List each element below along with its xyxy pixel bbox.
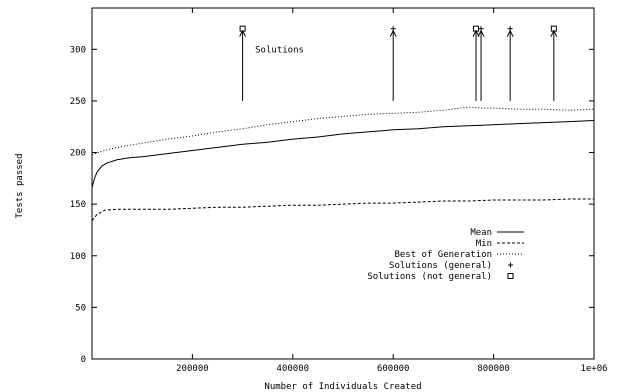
y-tick-label: 150 — [70, 200, 86, 210]
y-tick-label: 50 — [75, 303, 86, 313]
x-tick-label: 600000 — [377, 364, 410, 374]
legend-symbol-plus — [508, 262, 513, 268]
legend-label: Best of Generation — [394, 250, 492, 260]
legend-symbol-square — [507, 273, 514, 279]
y-tick-label: 100 — [70, 252, 86, 262]
arrows — [239, 29, 558, 101]
x-axis: 200000 400000 600000 800000 1e+06 — [176, 8, 608, 374]
solutions-annotation: Solutions — [255, 45, 304, 55]
x-tick-label: 400000 — [277, 364, 310, 374]
x-tick-label: 800000 — [477, 364, 510, 374]
y-tick-label: 200 — [70, 149, 86, 159]
solution-arrow — [389, 29, 397, 101]
series-line-mean — [91, 120, 595, 188]
solution-general-marker — [390, 26, 396, 32]
solution-general-marker — [507, 26, 513, 32]
legend-label: Solutions (not general) — [367, 272, 492, 282]
y-axis-label: Tests passed — [15, 153, 25, 218]
legend-label: Mean — [470, 228, 492, 238]
y-tick-label: 300 — [70, 45, 86, 55]
x-axis-label: Number of Individuals Created — [264, 382, 421, 392]
solution-not-general-marker — [473, 25, 480, 32]
series-layer — [91, 106, 595, 222]
solution-not-general-marker — [550, 25, 557, 32]
legend-label: Solutions (general) — [389, 261, 492, 271]
y-tick-label: 0 — [81, 355, 86, 365]
legend-label: Min — [476, 239, 492, 249]
solution-arrow — [550, 29, 558, 101]
y-axis: 0 50 100 150 200 250 300 — [70, 45, 594, 365]
solution-not-general-marker — [239, 25, 246, 32]
plot-frame — [91, 7, 595, 360]
solution-arrow — [477, 29, 485, 101]
solution-arrow — [239, 29, 247, 101]
y-tick-label: 250 — [70, 97, 86, 107]
solution-arrow — [472, 29, 480, 101]
x-tick-label: 200000 — [176, 364, 209, 374]
solution-arrow — [506, 29, 514, 101]
series-line-best-of-generation — [91, 106, 595, 156]
solution-general-marker — [478, 26, 484, 32]
markers — [239, 25, 557, 32]
series-line-min — [91, 198, 594, 222]
x-tick-label: 1e+06 — [580, 364, 607, 374]
